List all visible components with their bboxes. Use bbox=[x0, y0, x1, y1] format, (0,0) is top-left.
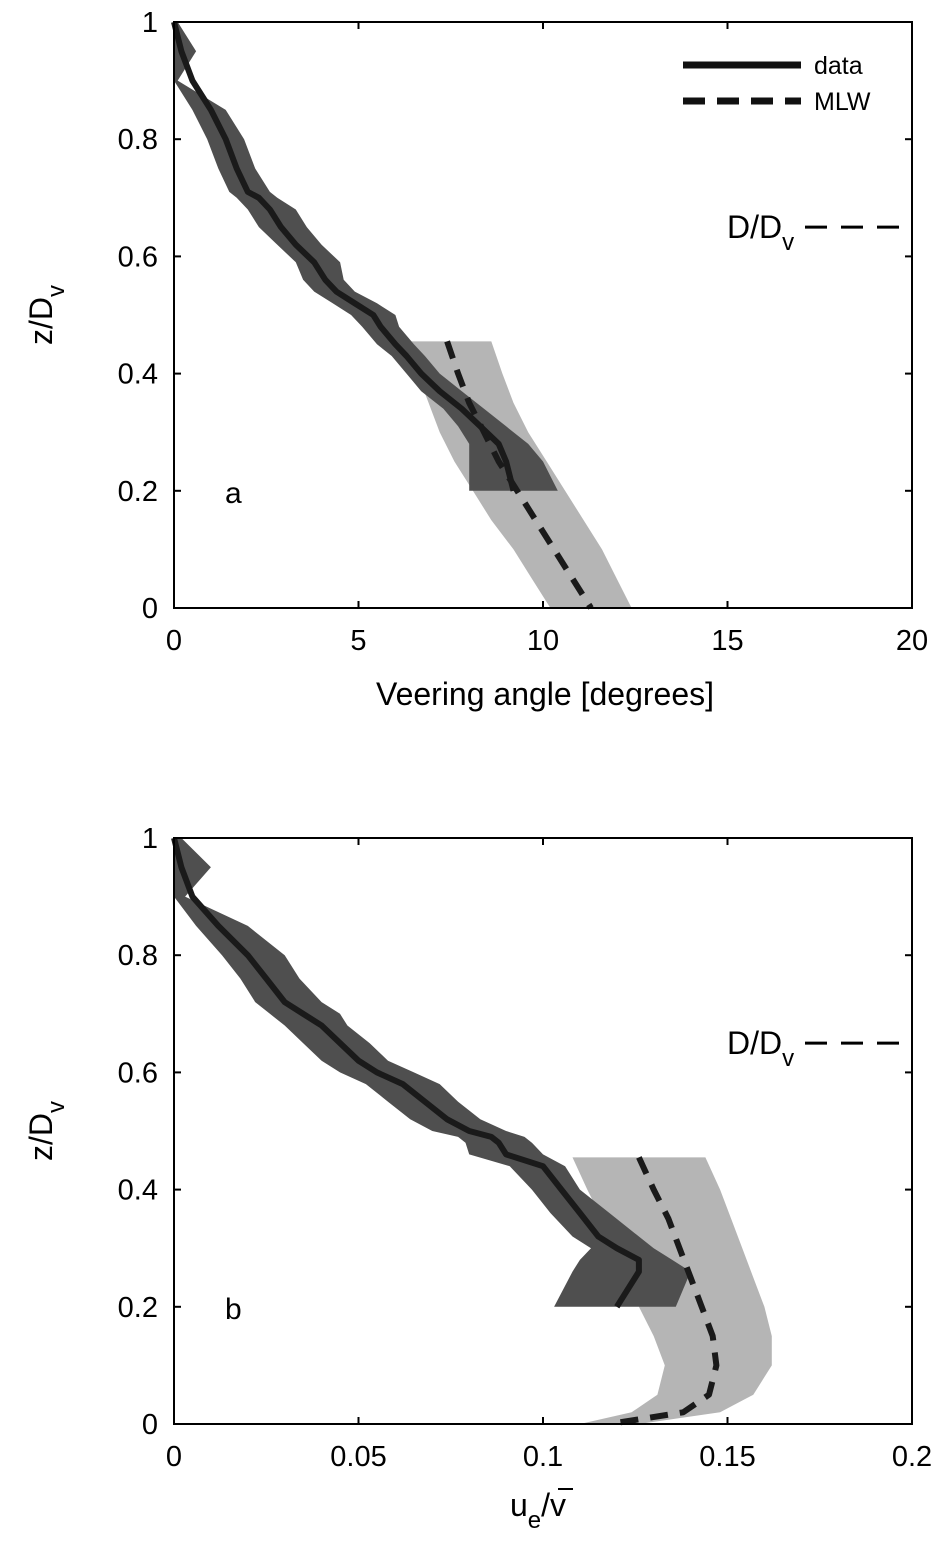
y-tick-label: 0 bbox=[142, 593, 158, 625]
y-tick-label: 0.4 bbox=[118, 359, 158, 391]
y-tick-label: 0.2 bbox=[118, 1292, 158, 1324]
y-tick-label: 0.4 bbox=[118, 1175, 158, 1207]
panel-label: b bbox=[225, 1293, 242, 1326]
series-line-data bbox=[171, 21, 517, 492]
x-tick-label: 15 bbox=[711, 625, 743, 657]
band-data bbox=[174, 22, 558, 491]
y-tick-label: 0.6 bbox=[118, 241, 158, 273]
x-tick-label: 5 bbox=[350, 625, 366, 657]
x-axis-label: Veering angle [degrees] bbox=[376, 676, 714, 712]
axes-frame bbox=[173, 837, 913, 1425]
x-tick-label: 0.2 bbox=[892, 1441, 932, 1473]
series-line-data bbox=[171, 837, 642, 1309]
y-tick-label: 1 bbox=[142, 7, 158, 39]
legend-label-mlw: MLW bbox=[814, 88, 871, 116]
reference-line-label: D/Dv bbox=[727, 1025, 794, 1072]
x-tick-label: 0.15 bbox=[699, 1441, 755, 1473]
legend: data MLW bbox=[683, 52, 871, 116]
legend-label-data: data bbox=[814, 52, 863, 80]
panel-b: D/Dv 0 0.05 0.1 0.15 0.2 0 0.2 0.4 0.6 0.8 1 z/Dv ue/… bbox=[23, 823, 932, 1534]
y-tick-label: 1 bbox=[142, 823, 158, 855]
y-axis-label: z/Dv bbox=[23, 1101, 70, 1161]
x-tick-label: 10 bbox=[527, 625, 559, 657]
series-line-mlw bbox=[608, 1156, 720, 1427]
panel-a: D/Dv 0 5 10 15 20 0 0.2 0.4 0.6 0.8 1 z/Dv Veering an… bbox=[23, 7, 928, 712]
band-data bbox=[174, 838, 691, 1307]
y-tick-label: 0.6 bbox=[118, 1057, 158, 1089]
x-tick-label: 20 bbox=[896, 625, 928, 657]
x-tick-label: 0 bbox=[166, 625, 182, 657]
y-tick-label: 0 bbox=[142, 1409, 158, 1441]
x-axis-label: ue/v bbox=[510, 1487, 566, 1534]
y-axis-label: z/Dv bbox=[23, 285, 70, 345]
panel-label: a bbox=[225, 477, 242, 510]
series-line-mlw bbox=[444, 340, 594, 610]
y-tick-label: 0.8 bbox=[118, 940, 158, 972]
y-tick-label: 0.8 bbox=[118, 124, 158, 156]
y-tick-label: 0.2 bbox=[118, 476, 158, 508]
reference-line-label: D/Dv bbox=[727, 209, 794, 256]
x-tick-label: 0.1 bbox=[523, 1441, 563, 1473]
x-tick-label: 0 bbox=[166, 1441, 182, 1473]
x-tick-label: 0.05 bbox=[330, 1441, 386, 1473]
